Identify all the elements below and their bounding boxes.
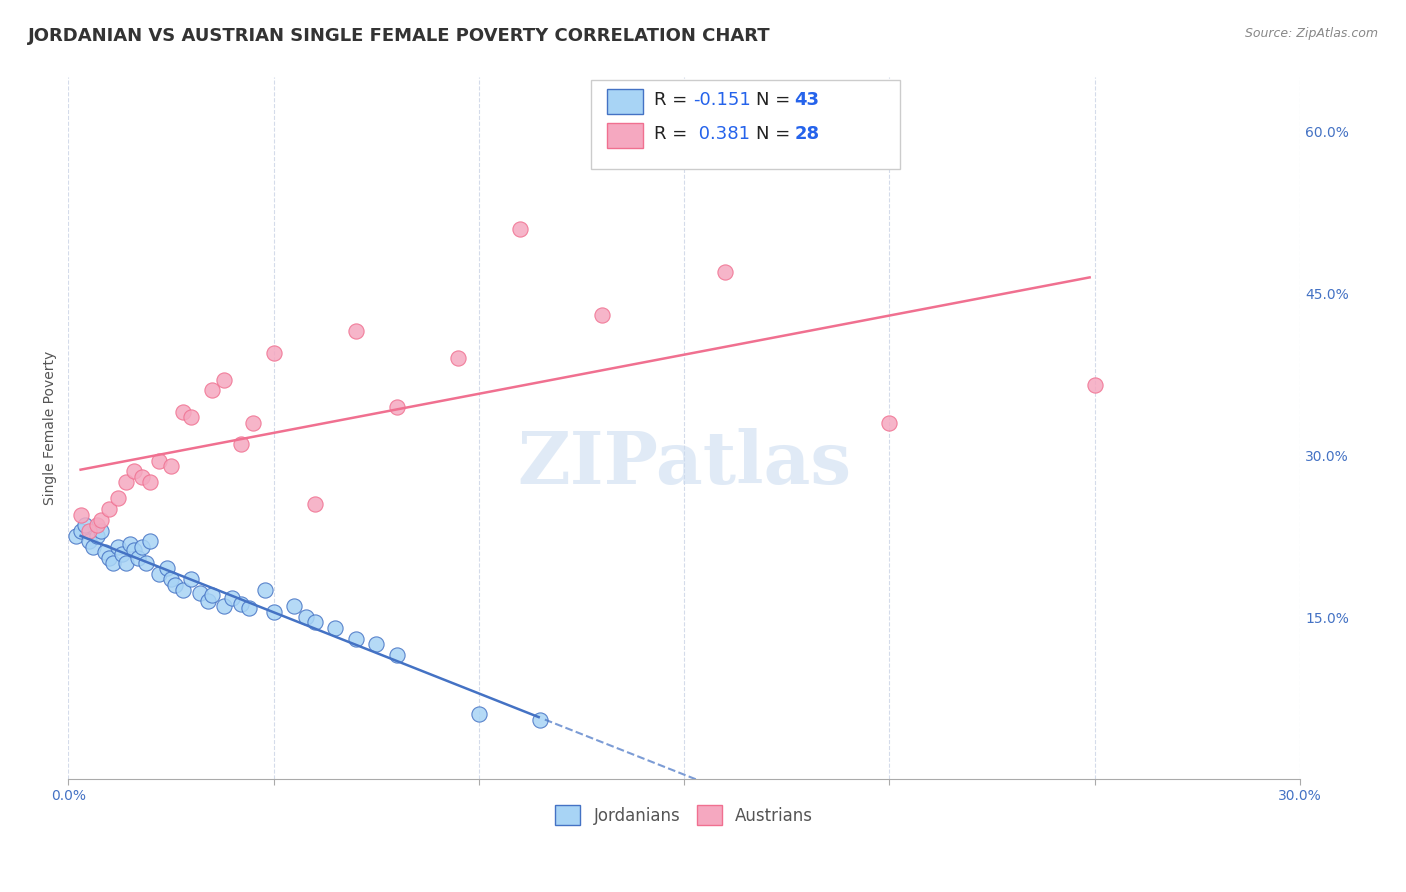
Text: R =: R =	[654, 91, 693, 109]
Point	[148, 453, 170, 467]
Point	[238, 601, 260, 615]
Point	[172, 405, 194, 419]
Point	[242, 416, 264, 430]
Point	[139, 534, 162, 549]
Point	[148, 566, 170, 581]
Text: Source: ZipAtlas.com: Source: ZipAtlas.com	[1244, 27, 1378, 40]
Point	[160, 572, 183, 586]
Legend: Jordanians, Austrians: Jordanians, Austrians	[547, 797, 821, 834]
Point	[90, 513, 112, 527]
Point	[82, 540, 104, 554]
Point	[591, 308, 613, 322]
Text: ZIPatlas: ZIPatlas	[517, 428, 851, 499]
Point	[122, 543, 145, 558]
Point	[323, 621, 346, 635]
Text: 28: 28	[794, 125, 820, 143]
Point	[879, 416, 901, 430]
Point	[263, 345, 285, 359]
Text: -0.151: -0.151	[693, 91, 751, 109]
Point	[197, 594, 219, 608]
Point	[304, 615, 326, 630]
Point	[214, 599, 236, 614]
Point	[73, 518, 96, 533]
Point	[135, 556, 157, 570]
Point	[180, 572, 202, 586]
Point	[1084, 378, 1107, 392]
Point	[447, 351, 470, 365]
Point	[221, 591, 243, 605]
Point	[127, 550, 149, 565]
Point	[201, 384, 224, 398]
Point	[468, 707, 491, 722]
Point	[283, 599, 305, 614]
Point	[344, 324, 367, 338]
Point	[90, 524, 112, 538]
Point	[163, 577, 186, 591]
Point	[214, 373, 236, 387]
Point	[180, 410, 202, 425]
Point	[122, 464, 145, 478]
Point	[114, 475, 136, 490]
Point	[509, 221, 531, 235]
Point	[304, 497, 326, 511]
Text: R =: R =	[654, 125, 693, 143]
Point	[118, 536, 141, 550]
Point	[385, 648, 408, 662]
Point	[98, 550, 121, 565]
Point	[156, 561, 179, 575]
Point	[254, 583, 277, 598]
Point	[69, 508, 91, 522]
Point	[77, 534, 100, 549]
Point	[131, 469, 153, 483]
Point	[110, 548, 132, 562]
Point	[295, 610, 318, 624]
Point	[94, 545, 117, 559]
Point	[529, 713, 551, 727]
Point	[139, 475, 162, 490]
Point	[160, 458, 183, 473]
Point	[103, 556, 125, 570]
Point	[229, 437, 252, 451]
Point	[714, 265, 737, 279]
Y-axis label: Single Female Poverty: Single Female Poverty	[44, 351, 58, 505]
Point	[86, 529, 108, 543]
Text: N =: N =	[756, 125, 796, 143]
Text: 0.381: 0.381	[693, 125, 751, 143]
Point	[229, 597, 252, 611]
Point	[107, 491, 129, 506]
Point	[201, 589, 224, 603]
Text: JORDANIAN VS AUSTRIAN SINGLE FEMALE POVERTY CORRELATION CHART: JORDANIAN VS AUSTRIAN SINGLE FEMALE POVE…	[28, 27, 770, 45]
Point	[77, 524, 100, 538]
Point	[98, 502, 121, 516]
Point	[188, 586, 211, 600]
Point	[107, 540, 129, 554]
Point	[172, 583, 194, 598]
Point	[366, 637, 388, 651]
Point	[69, 524, 91, 538]
Point	[385, 400, 408, 414]
Point	[86, 518, 108, 533]
Point	[65, 529, 87, 543]
Point	[344, 632, 367, 646]
Point	[114, 556, 136, 570]
Text: 43: 43	[794, 91, 820, 109]
Point	[131, 540, 153, 554]
Point	[263, 605, 285, 619]
Text: N =: N =	[756, 91, 796, 109]
